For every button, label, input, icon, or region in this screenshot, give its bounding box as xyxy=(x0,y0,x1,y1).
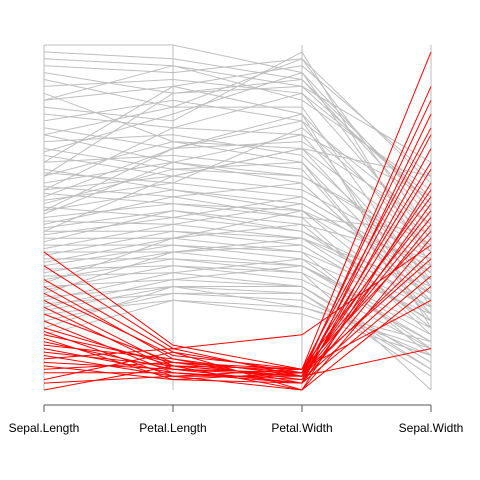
x-axis-labels: Sepal.Length Petal.Length Petal.Width Sepal… xyxy=(9,421,464,435)
series-line-other xyxy=(43,230,432,301)
series-line-highlighted xyxy=(43,196,432,370)
series-line-other xyxy=(43,72,432,253)
series-line-other xyxy=(43,113,432,329)
series-line-highlighted xyxy=(43,127,432,370)
other-series-lines xyxy=(43,44,432,391)
series-line-other xyxy=(43,65,432,163)
series-line-other xyxy=(43,58,432,184)
series-line-other xyxy=(43,134,432,280)
series-line-other xyxy=(43,189,432,294)
highlighted-series-lines xyxy=(43,51,432,391)
x-tick-label: Sepal.Width xyxy=(399,421,464,435)
series-line-other xyxy=(43,237,432,322)
series-line-other xyxy=(43,92,432,198)
series-line-other xyxy=(43,127,432,225)
series-line-other xyxy=(43,210,432,315)
series-line-other xyxy=(43,51,432,218)
series-line-other xyxy=(43,78,432,205)
series-line-other xyxy=(43,147,432,246)
series-line-highlighted xyxy=(43,299,432,384)
series-line-other xyxy=(43,203,432,281)
x-tick-label: Petal.Length xyxy=(139,421,206,435)
series-line-highlighted xyxy=(43,230,432,370)
x-tick-label: Petal.Width xyxy=(271,421,332,435)
series-line-highlighted xyxy=(43,348,432,391)
series-line-other xyxy=(43,127,432,239)
x-axis xyxy=(43,404,432,412)
series-line-other xyxy=(43,168,432,253)
series-line-other xyxy=(43,223,432,329)
series-line-highlighted xyxy=(43,51,432,370)
series-line-highlighted xyxy=(43,244,432,360)
series-line-other xyxy=(43,120,432,225)
x-tick-label: Sepal.Length xyxy=(9,421,80,435)
series-line-other xyxy=(43,265,432,343)
series-line-highlighted xyxy=(43,286,432,391)
series-line-highlighted xyxy=(44,275,432,384)
